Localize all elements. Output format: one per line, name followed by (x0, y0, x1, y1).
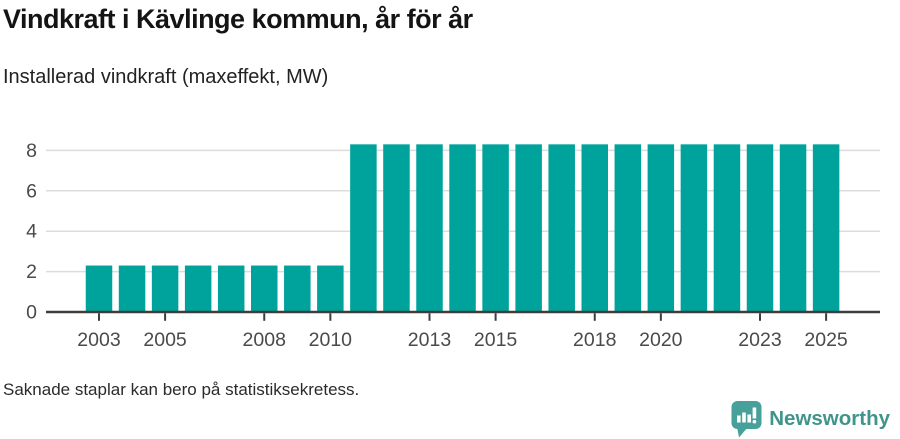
bar-2009 (284, 265, 311, 312)
bar-2021 (680, 144, 708, 312)
x-tick-label: 2008 (243, 329, 286, 351)
bar-2010 (317, 265, 344, 312)
bar-chart: 2003 2005 2008 2010 2013 2015 2018 2020 2023 2025… (0, 120, 900, 365)
y-tick-label: 4 (26, 221, 37, 243)
bar-2020 (647, 144, 675, 312)
bar-2024 (779, 144, 807, 312)
bar-chart-canvas: 2003 2005 2008 2010 2013 2015 2018 2020 2023 2025… (26, 140, 880, 351)
bar-2015 (482, 144, 509, 312)
x-tick-label: 2013 (408, 329, 451, 351)
y-tick-label: 6 (26, 180, 37, 202)
x-tick-label: 2015 (474, 329, 518, 351)
bar-2025 (812, 144, 840, 312)
x-tick-label: 2023 (738, 329, 781, 351)
bar-2023 (746, 144, 774, 312)
bar-2019 (614, 144, 642, 312)
chart-subtitle: Installerad vindkraft (maxeffekt, MW) (3, 66, 329, 88)
x-tick-label: 2003 (77, 329, 120, 351)
bar-2016 (515, 144, 542, 312)
x-tick-label: 2018 (573, 329, 616, 351)
x-tick-label: 2010 (309, 329, 353, 351)
x-tick-label: 2025 (804, 329, 848, 351)
x-tick-label: 2005 (143, 329, 187, 351)
bar-2008 (251, 265, 278, 312)
y-tick-label: 2 (26, 261, 37, 283)
newsworthy-logo-icon (731, 401, 762, 438)
bar-2004 (118, 265, 146, 312)
bar-2018 (581, 144, 608, 312)
bar-2007 (217, 265, 245, 312)
footnote: Saknade staplar kan bero på statistiksek… (3, 380, 360, 399)
bar-2022 (713, 144, 741, 312)
bar-2011 (350, 144, 377, 312)
y-tick-label: 8 (26, 140, 37, 162)
bar-2013 (416, 144, 443, 312)
newsworthy-logo: Newsworthy (731, 400, 890, 438)
y-tick-label: 0 (26, 302, 37, 324)
bar-2003 (85, 265, 113, 312)
bar-2012 (383, 144, 410, 312)
bar-2017 (548, 144, 575, 312)
newsworthy-logo-text: Newsworthy (769, 407, 890, 430)
bar-2014 (449, 144, 476, 312)
bar-2006 (184, 265, 212, 312)
bar-2005 (151, 265, 179, 312)
chart-title: Vindkraft i Kävlinge kommun, år för år (3, 4, 473, 34)
x-tick-label: 2020 (639, 329, 683, 351)
